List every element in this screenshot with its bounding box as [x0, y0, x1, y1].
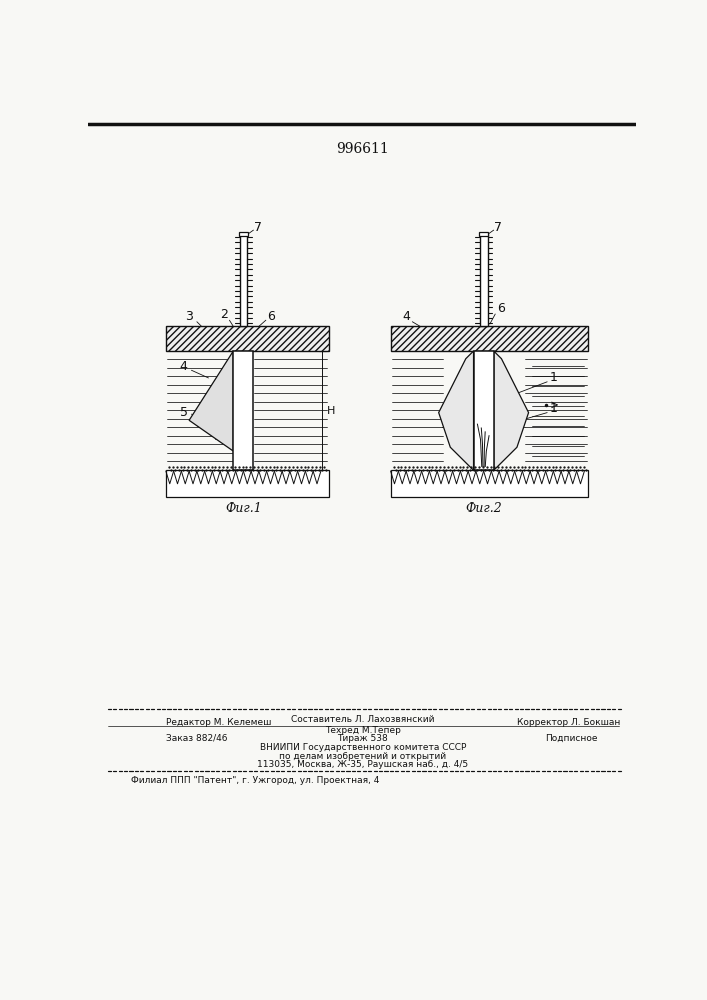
Text: по делам изобретений и открытий: по делам изобретений и открытий	[279, 752, 446, 761]
Text: Тираж 538: Тираж 538	[337, 734, 388, 743]
Text: 5: 5	[180, 406, 187, 419]
Text: 1: 1	[549, 371, 557, 384]
Bar	[233, 351, 253, 470]
Bar	[240, 234, 247, 326]
Bar	[166, 326, 329, 351]
Text: 4: 4	[180, 360, 187, 373]
Polygon shape	[189, 351, 233, 451]
Bar	[480, 234, 488, 326]
Bar	[166, 470, 329, 497]
Bar	[391, 470, 588, 497]
Text: Составитель Л. Лахозвянский: Составитель Л. Лахозвянский	[291, 715, 435, 724]
Text: 4: 4	[402, 310, 410, 323]
Text: Корректор Л. Бокшан: Корректор Л. Бокшан	[518, 718, 621, 727]
Polygon shape	[493, 351, 529, 470]
Bar	[391, 326, 588, 351]
Bar	[474, 351, 493, 470]
Text: 7: 7	[255, 221, 262, 234]
Text: Филиал ППП "Патент", г. Ужгород, ул. Проектная, 4: Филиал ППП "Патент", г. Ужгород, ул. Про…	[131, 776, 380, 785]
Text: 7: 7	[494, 221, 503, 234]
Text: 5: 5	[457, 433, 464, 446]
Polygon shape	[438, 351, 474, 470]
Text: Подписное: Подписное	[546, 734, 598, 743]
Text: 1: 1	[549, 402, 557, 415]
Text: H: H	[327, 406, 335, 416]
Text: 3: 3	[185, 310, 193, 323]
Text: ВНИИПИ Государственного комитета СССР: ВНИИПИ Государственного комитета СССР	[259, 743, 466, 752]
Text: 6: 6	[497, 302, 505, 315]
Text: Фиг.1: Фиг.1	[225, 502, 262, 515]
Text: Техред М.Тепер: Техред М.Тепер	[325, 726, 401, 735]
Text: 996611: 996611	[337, 142, 389, 156]
Text: Фиг.2: Фиг.2	[465, 502, 502, 515]
Text: Заказ 882/46: Заказ 882/46	[166, 734, 228, 743]
Text: 6: 6	[267, 310, 275, 323]
Bar	[239, 232, 248, 236]
Text: Редактор М. Келемеш: Редактор М. Келемеш	[166, 718, 271, 727]
Text: 113035, Москва, Ж-35, Раушская наб., д. 4/5: 113035, Москва, Ж-35, Раушская наб., д. …	[257, 760, 468, 769]
Bar	[479, 232, 489, 236]
Text: 2: 2	[220, 308, 228, 321]
